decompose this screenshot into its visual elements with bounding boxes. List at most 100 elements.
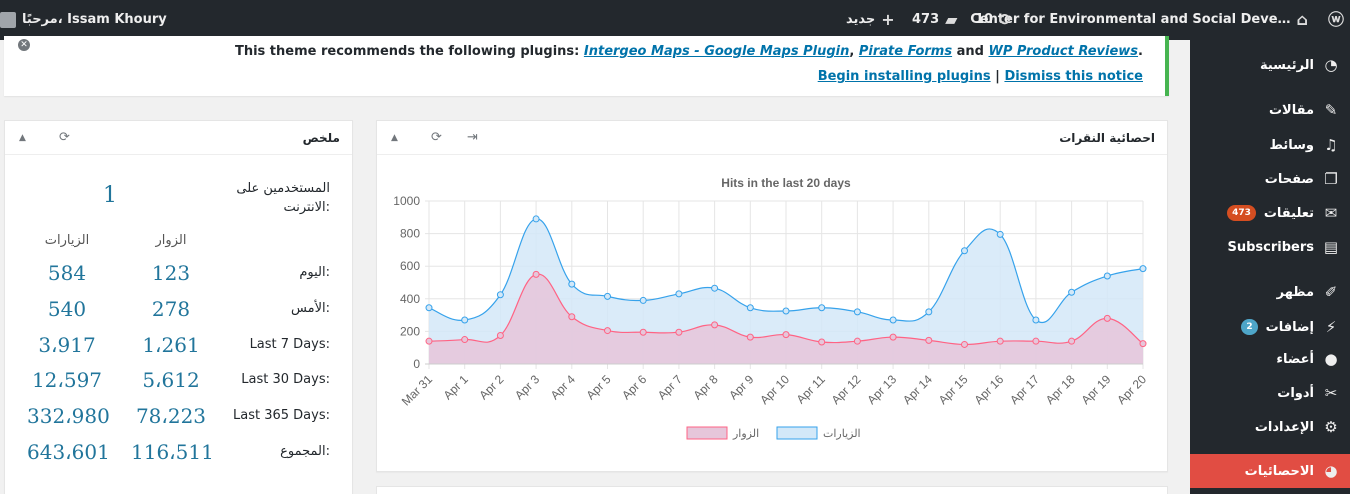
settings-icon: ⚙ bbox=[1324, 418, 1338, 436]
summary-row-label: Last 7 Days: bbox=[249, 337, 330, 352]
x-tick-label: Apr 4 bbox=[548, 372, 578, 402]
data-point bbox=[925, 308, 933, 316]
data-point bbox=[961, 247, 968, 255]
data-point bbox=[711, 321, 719, 329]
wordpress-logo-icon[interactable]: ⓦ bbox=[1327, 10, 1344, 29]
data-point bbox=[639, 328, 647, 336]
refresh-icon[interactable]: ⟳ bbox=[59, 130, 70, 145]
visits-column-header: الزيارات bbox=[44, 233, 90, 248]
summary-header: ملخص ▲ ⟳ bbox=[5, 121, 352, 155]
dismiss-notice-link[interactable]: Dismiss this notice bbox=[1004, 69, 1143, 84]
legend-label: الزوار bbox=[732, 428, 759, 440]
comments-link[interactable]: 473 ▰ bbox=[912, 0, 957, 40]
data-point bbox=[853, 308, 861, 316]
notice-period: . bbox=[1138, 44, 1143, 59]
my-account-link[interactable]: مرحبًا، Issam Khoury bbox=[0, 0, 167, 40]
begin-installing-link[interactable]: Begin installing plugins bbox=[817, 69, 991, 84]
sidebar-item-settings[interactable]: ⚙ الإعدادات bbox=[1190, 410, 1350, 444]
summary-visitors-value: 1،261 bbox=[142, 333, 200, 357]
y-tick-label: 800 bbox=[400, 227, 420, 241]
comments-count: 473 bbox=[912, 12, 940, 27]
data-point bbox=[961, 340, 968, 348]
data-point bbox=[1068, 288, 1076, 296]
x-tick-label: Apr 9 bbox=[726, 372, 756, 402]
notice-comma: , bbox=[849, 44, 855, 59]
open-page-icon[interactable]: ⇥ bbox=[467, 130, 478, 145]
sidebar-item-label: أعضاء bbox=[1276, 351, 1314, 367]
close-icon[interactable]: ✕ bbox=[18, 39, 30, 51]
data-point bbox=[1139, 265, 1147, 273]
sidebar-item-tools[interactable]: ✂ أدوات bbox=[1190, 376, 1350, 410]
notice-prefix: This theme recommends the following plug… bbox=[234, 44, 580, 59]
summary-visitors-value: 116،511 bbox=[131, 440, 214, 464]
refresh-icon[interactable]: ⟳ bbox=[431, 130, 442, 145]
sidebar-item-subscribers[interactable]: ▤ Subscribers bbox=[1190, 230, 1350, 264]
x-tick-label: Apr 8 bbox=[691, 372, 721, 402]
collapse-arrow-icon[interactable]: ▲ bbox=[19, 133, 26, 143]
sidebar-item-label: صفحات bbox=[1264, 171, 1314, 187]
sidebar-item-label: أدوات bbox=[1277, 385, 1314, 401]
sidebar-item-appearance[interactable]: ✐ مظهر bbox=[1190, 275, 1350, 309]
data-point bbox=[1103, 272, 1111, 280]
refresh-icon: ⟳ bbox=[999, 10, 1013, 29]
next-widget bbox=[376, 486, 1168, 494]
sidebar-item-label: الإعدادات bbox=[1254, 419, 1314, 435]
new-content-link[interactable]: جديد + bbox=[846, 0, 895, 40]
collapse-arrow-icon[interactable]: ▲ bbox=[391, 133, 398, 143]
y-tick-label: 1000 bbox=[393, 194, 420, 208]
data-point bbox=[461, 316, 469, 324]
data-point bbox=[1103, 314, 1111, 322]
y-tick-label: 200 bbox=[400, 324, 420, 338]
data-point bbox=[675, 290, 683, 298]
sidebar-item-media[interactable]: ♫ وسائط bbox=[1190, 128, 1350, 162]
data-point bbox=[996, 230, 1004, 238]
sidebar-item-statistics[interactable]: ◕ الاحصائيات bbox=[1190, 454, 1350, 488]
summary-row-label: المجموع: bbox=[280, 444, 330, 459]
plugin-notice: ✕ This theme recommends the following pl… bbox=[4, 36, 1169, 96]
y-tick-label: 600 bbox=[400, 259, 420, 273]
data-point bbox=[604, 327, 611, 335]
data-point bbox=[818, 304, 826, 312]
sidebar-item-label: Subscribers bbox=[1227, 239, 1314, 255]
dashboard-icon: ◔ bbox=[1324, 56, 1338, 74]
x-tick-label: Apr 11 bbox=[794, 372, 829, 407]
data-point bbox=[996, 337, 1004, 345]
summary-visitors-value: 123 bbox=[151, 261, 191, 285]
summary-visits-value: 540 bbox=[47, 297, 87, 321]
sidebar-item-pages[interactable]: ❐ صفحات bbox=[1190, 162, 1350, 196]
data-point bbox=[925, 336, 933, 344]
summary-widget: ملخص ▲ ⟳ المستخدمين على الانترنت: 1 الزو… bbox=[4, 120, 353, 494]
chart-title: Hits in the last 20 days bbox=[721, 176, 851, 190]
sidebar-item-users[interactable]: ● أعضاء bbox=[1190, 342, 1350, 376]
x-tick-label: Apr 20 bbox=[1114, 372, 1149, 407]
home-icon: ⌂ bbox=[1296, 10, 1308, 29]
series-area-1 bbox=[429, 274, 1143, 364]
sidebar-item-label: مظهر bbox=[1276, 284, 1314, 300]
plugin-link-product-reviews[interactable]: WP Product Reviews bbox=[988, 44, 1139, 59]
legend-swatch bbox=[776, 426, 818, 440]
updates-count: 10 bbox=[975, 12, 994, 27]
pages-icon: ❐ bbox=[1324, 170, 1338, 188]
notice-divider: | bbox=[995, 69, 1000, 84]
notice-and: and bbox=[956, 44, 984, 59]
updates-link[interactable]: 10 ⟳ bbox=[975, 0, 1013, 40]
data-point bbox=[782, 307, 790, 315]
sidebar-item-comment[interactable]: ✉ تعليقات 473 bbox=[1190, 196, 1350, 230]
sidebar-item-pin[interactable]: ✎ مقالات bbox=[1190, 93, 1350, 127]
x-tick-label: Apr 10 bbox=[757, 372, 792, 407]
summary-visits-value: 12،597 bbox=[31, 368, 103, 392]
plugin-link-pirate-forms[interactable]: Pirate Forms bbox=[858, 44, 953, 59]
sidebar-item-label: تعليقات bbox=[1263, 205, 1314, 221]
data-point bbox=[746, 333, 754, 341]
site-name-link[interactable]: Center for Environmental and Social Deve… bbox=[970, 0, 1308, 40]
summary-row-label: Last 365 Days: bbox=[233, 408, 330, 423]
legend-swatch bbox=[686, 426, 728, 440]
sidebar-item-dashboard[interactable]: ◔ الرئيسية bbox=[1190, 48, 1350, 82]
legend-label: الزيارات bbox=[823, 428, 861, 440]
data-point bbox=[1068, 337, 1076, 345]
sidebar-item-plugins[interactable]: ⚡ إضافات 2 bbox=[1190, 310, 1350, 344]
plus-icon: + bbox=[881, 10, 895, 29]
hits-header: احصائية النقرات ▲ ⟳ ⇥ bbox=[377, 121, 1167, 155]
visitors-column-header: الزوار bbox=[155, 233, 187, 248]
plugin-link-intergeo[interactable]: Intergeo Maps - Google Maps Plugin bbox=[583, 44, 850, 59]
